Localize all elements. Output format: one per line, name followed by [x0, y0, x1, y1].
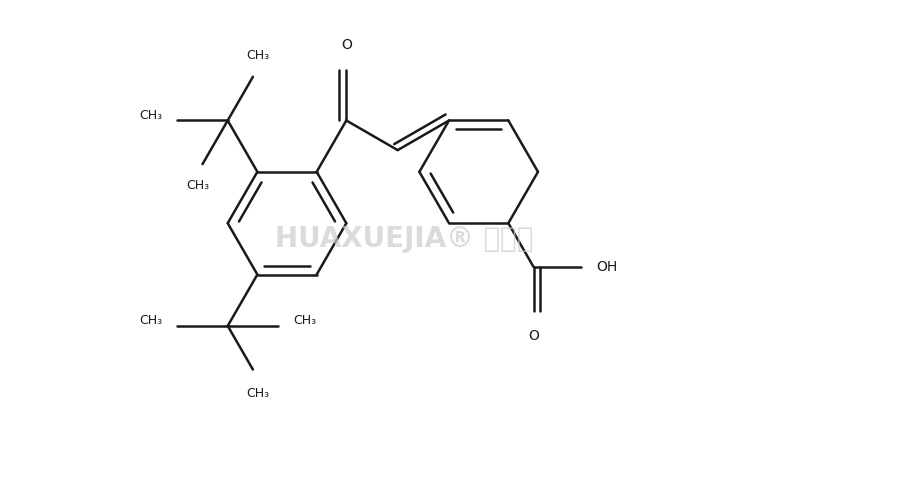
Text: CH₃: CH₃ [186, 179, 209, 192]
Text: HUAXUEJIA® 化学加: HUAXUEJIA® 化学加 [275, 225, 534, 253]
Text: CH₃: CH₃ [247, 387, 270, 401]
Text: O: O [528, 329, 539, 343]
Text: CH₃: CH₃ [247, 49, 270, 62]
Text: O: O [341, 38, 352, 52]
Text: CH₃: CH₃ [139, 109, 162, 122]
Text: CH₃: CH₃ [293, 315, 316, 327]
Text: CH₃: CH₃ [139, 315, 162, 327]
Text: OH: OH [596, 260, 617, 274]
